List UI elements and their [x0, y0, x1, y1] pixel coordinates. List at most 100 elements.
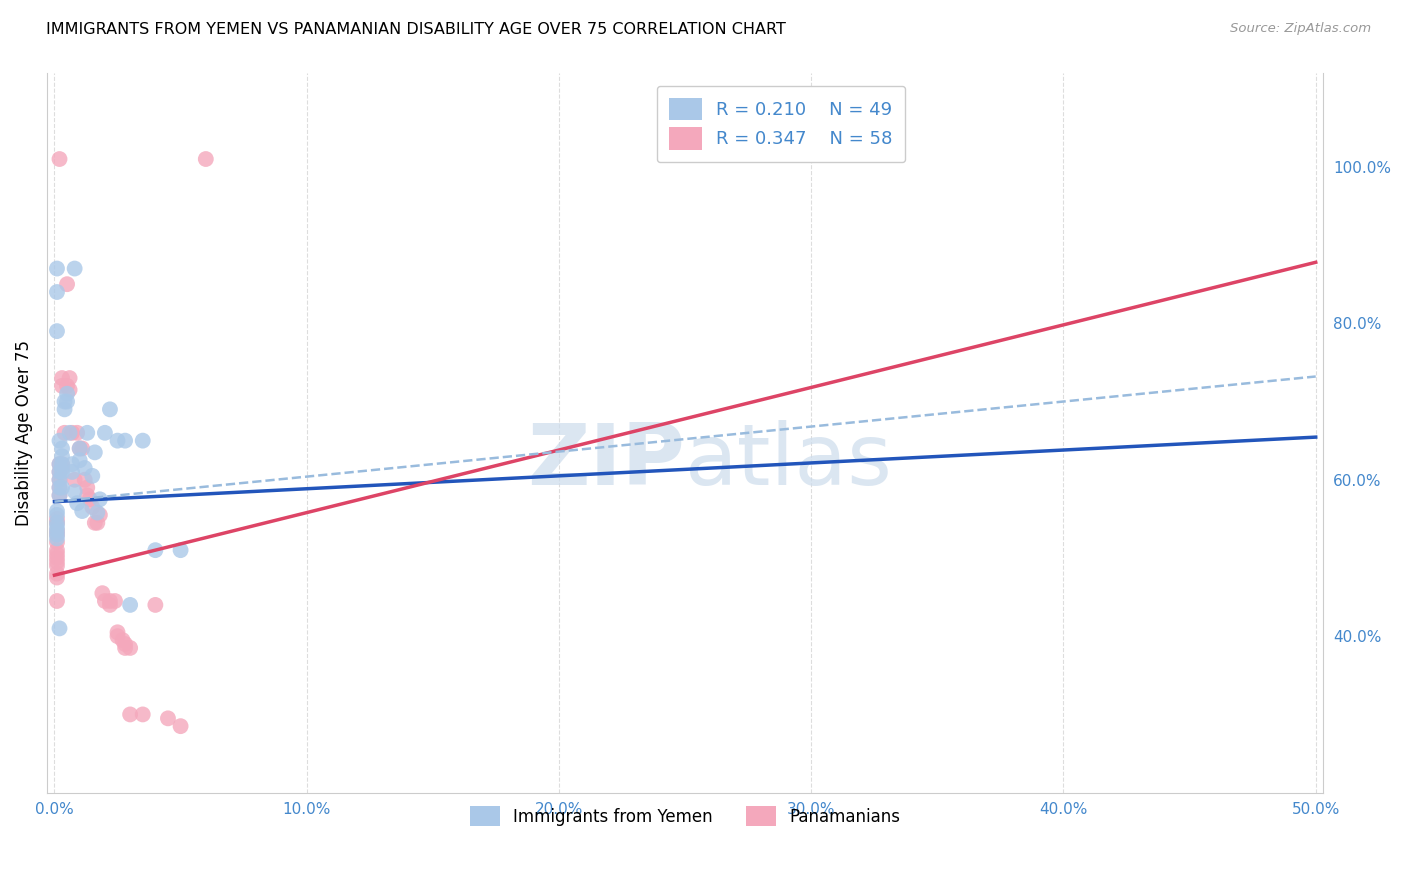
Point: [46, 512, 69, 526]
Point: [46, 547, 69, 561]
Point: [120, 640, 142, 655]
Point: [120, 707, 142, 722]
Point: [73, 473, 96, 487]
Point: [51, 371, 73, 385]
Point: [48, 457, 70, 471]
Point: [60, 425, 83, 440]
Point: [46, 285, 69, 299]
Point: [51, 457, 73, 471]
Point: [89, 508, 111, 522]
Point: [94, 594, 117, 608]
Point: [76, 488, 98, 502]
Point: [46, 543, 69, 558]
Legend: Immigrants from Yemen, Panamanians: Immigrants from Yemen, Panamanians: [461, 797, 908, 835]
Point: [48, 481, 70, 495]
Point: [48, 465, 70, 479]
Point: [48, 465, 70, 479]
Point: [51, 450, 73, 464]
Point: [46, 261, 69, 276]
Point: [46, 532, 69, 546]
Point: [107, 625, 129, 640]
Point: [83, 516, 105, 530]
Point: [98, 594, 121, 608]
Point: [63, 261, 86, 276]
Point: [46, 558, 69, 573]
Point: [69, 442, 91, 456]
Point: [104, 594, 127, 608]
Point: [70, 442, 93, 456]
Point: [48, 434, 70, 448]
Point: [82, 468, 104, 483]
Point: [114, 637, 136, 651]
Point: [114, 640, 136, 655]
Point: [69, 453, 91, 467]
Point: [70, 504, 93, 518]
Point: [51, 465, 73, 479]
Point: [63, 484, 86, 499]
Point: [76, 481, 98, 495]
Point: [46, 516, 69, 530]
Point: [91, 586, 114, 600]
Point: [83, 445, 105, 459]
Point: [46, 527, 69, 541]
Point: [46, 566, 69, 581]
Point: [48, 473, 70, 487]
Point: [114, 434, 136, 448]
Point: [107, 629, 129, 643]
Point: [56, 394, 79, 409]
Point: [60, 465, 83, 479]
Point: [76, 425, 98, 440]
Point: [46, 555, 69, 569]
Point: [86, 506, 108, 520]
Point: [48, 621, 70, 635]
Point: [169, 719, 191, 733]
Point: [63, 473, 86, 487]
Point: [98, 598, 121, 612]
Point: [51, 379, 73, 393]
Text: atlas: atlas: [685, 420, 893, 503]
Point: [132, 434, 155, 448]
Point: [48, 457, 70, 471]
Point: [58, 383, 80, 397]
Point: [111, 633, 134, 648]
Point: [56, 386, 79, 401]
Point: [120, 598, 142, 612]
Point: [73, 461, 96, 475]
Point: [94, 425, 117, 440]
Point: [69, 442, 91, 456]
Point: [53, 402, 76, 417]
Point: [48, 481, 70, 495]
Point: [86, 516, 108, 530]
Point: [53, 394, 76, 409]
Point: [58, 371, 80, 385]
Point: [107, 434, 129, 448]
Y-axis label: Disability Age Over 75: Disability Age Over 75: [15, 340, 32, 525]
Point: [194, 152, 217, 166]
Point: [56, 277, 79, 292]
Point: [51, 461, 73, 475]
Point: [46, 535, 69, 549]
Point: [98, 402, 121, 417]
Point: [46, 516, 69, 530]
Point: [48, 152, 70, 166]
Point: [46, 551, 69, 566]
Text: IMMIGRANTS FROM YEMEN VS PANAMANIAN DISABILITY AGE OVER 75 CORRELATION CHART: IMMIGRANTS FROM YEMEN VS PANAMANIAN DISA…: [46, 22, 786, 37]
Point: [46, 504, 69, 518]
Text: ZIP: ZIP: [527, 420, 685, 503]
Point: [46, 570, 69, 584]
Point: [51, 442, 73, 456]
Point: [46, 324, 69, 338]
Point: [58, 425, 80, 440]
Point: [132, 707, 155, 722]
Point: [46, 524, 69, 538]
Point: [51, 481, 73, 495]
Point: [51, 457, 73, 471]
Point: [53, 425, 76, 440]
Point: [66, 425, 89, 440]
Point: [48, 488, 70, 502]
Point: [66, 496, 89, 510]
Text: Source: ZipAtlas.com: Source: ZipAtlas.com: [1230, 22, 1371, 36]
Point: [169, 543, 191, 558]
Point: [60, 457, 83, 471]
Point: [156, 711, 179, 725]
